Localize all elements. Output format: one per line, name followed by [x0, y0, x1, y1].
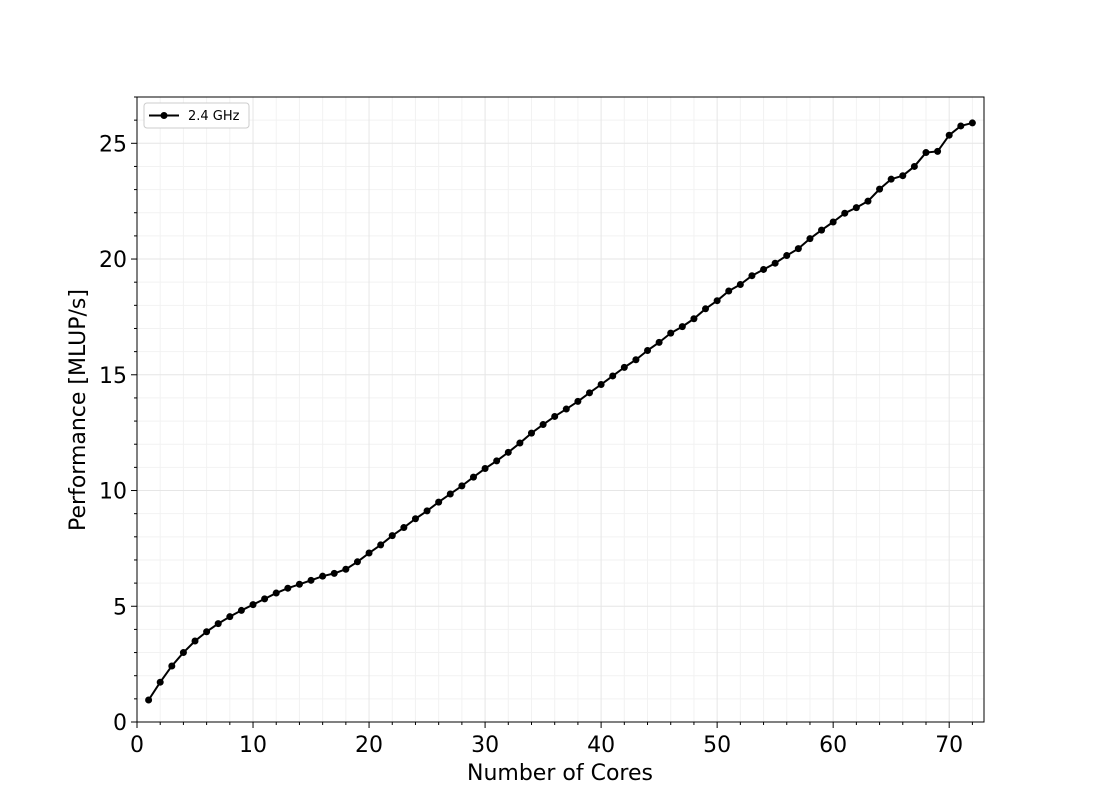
data-point — [760, 265, 768, 273]
data-point — [818, 226, 826, 234]
data-point — [527, 429, 535, 437]
data-point — [307, 576, 315, 584]
x-tick-label: 30 — [471, 733, 499, 758]
legend: 2.4 GHz — [143, 102, 250, 129]
x-tick-label: 20 — [355, 733, 383, 758]
data-point — [156, 678, 164, 686]
axes-frame — [136, 96, 985, 723]
data-point — [876, 185, 884, 193]
data-point — [829, 218, 837, 226]
data-point — [400, 524, 408, 532]
data-point — [330, 569, 338, 577]
data-point — [365, 549, 373, 557]
data-point — [481, 465, 489, 473]
data-point — [214, 620, 222, 628]
data-point — [261, 595, 269, 603]
data-point — [516, 439, 524, 447]
y-tick-label: 25 — [99, 132, 127, 157]
data-point — [145, 696, 153, 704]
x-axis-label: Number of Cores — [467, 761, 653, 786]
x-tick-label: 10 — [239, 733, 267, 758]
data-point — [446, 490, 454, 498]
data-point — [551, 412, 559, 420]
data-point — [644, 346, 652, 354]
data-point — [295, 580, 303, 588]
data-point — [493, 457, 501, 465]
data-point — [655, 338, 663, 346]
data-point — [794, 245, 802, 253]
data-point — [852, 204, 860, 212]
data-point — [783, 252, 791, 260]
data-point — [249, 601, 257, 609]
data-point — [342, 565, 350, 573]
data-point — [609, 372, 617, 380]
data-point — [319, 572, 327, 580]
data-point — [922, 149, 930, 157]
data-point — [237, 606, 245, 614]
data-point — [910, 162, 918, 170]
axis-ticks: 0 10 20 30 40 50 60 70 0 5 10 15 20 25 — [99, 96, 973, 758]
y-tick-label: 5 — [113, 595, 127, 620]
data-point — [226, 613, 234, 621]
series-line — [147, 121, 973, 701]
data-point — [864, 197, 872, 205]
plot-area — [145, 119, 976, 704]
data-point — [957, 122, 965, 130]
data-point — [748, 272, 756, 280]
x-tick-label: 40 — [587, 733, 615, 758]
legend-entry-label: 2.4 GHz — [188, 109, 240, 124]
major-grid — [136, 97, 984, 723]
data-point — [168, 662, 176, 670]
data-point — [179, 649, 187, 657]
data-point — [725, 287, 733, 295]
legend-marker-sample — [160, 112, 168, 119]
data-point — [736, 281, 744, 288]
data-point — [191, 637, 199, 645]
x-tick-label: 60 — [819, 733, 847, 758]
data-point — [586, 389, 594, 397]
x-tick-label: 0 — [130, 733, 144, 758]
data-point — [469, 473, 477, 481]
legend-box — [143, 102, 250, 129]
data-point — [435, 498, 443, 506]
data-point — [504, 448, 512, 456]
data-point — [353, 558, 361, 566]
data-point — [539, 421, 547, 429]
data-point — [887, 175, 895, 183]
data-point — [388, 532, 396, 540]
y-tick-label: 20 — [99, 248, 127, 273]
y-tick-label: 0 — [113, 711, 127, 736]
y-tick-label: 15 — [99, 364, 127, 389]
data-point — [562, 405, 570, 413]
data-point — [945, 131, 953, 139]
data-point — [632, 356, 640, 364]
data-point — [841, 209, 849, 217]
data-point — [702, 305, 710, 313]
data-point — [284, 584, 292, 592]
data-point — [411, 515, 419, 523]
data-point — [899, 172, 907, 180]
data-point — [597, 381, 605, 388]
data-point — [968, 119, 976, 127]
data-point — [806, 235, 814, 243]
data-point — [203, 628, 211, 636]
data-point — [377, 541, 385, 549]
y-tick-label: 10 — [99, 480, 127, 505]
data-point — [458, 482, 466, 490]
x-tick-label: 70 — [935, 733, 963, 758]
data-point — [934, 147, 942, 155]
data-point — [690, 315, 698, 323]
data-point — [620, 363, 628, 371]
data-point — [272, 589, 280, 597]
data-point — [667, 329, 675, 337]
data-point — [574, 397, 582, 405]
data-point — [713, 297, 721, 305]
data-point — [771, 259, 779, 267]
x-tick-label: 50 — [703, 733, 731, 758]
data-point — [423, 507, 431, 515]
y-axis-label: Performance [MLUP/s] — [66, 289, 91, 531]
data-point — [678, 323, 686, 331]
minor-grid — [137, 96, 984, 722]
